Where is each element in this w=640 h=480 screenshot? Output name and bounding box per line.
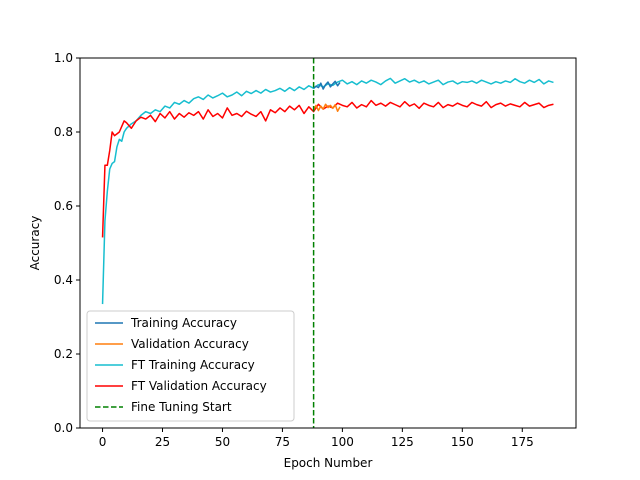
y-tick-label: 1.0 bbox=[54, 51, 73, 65]
legend-label: Training Accuracy bbox=[130, 316, 237, 330]
legend-box bbox=[86, 310, 295, 422]
x-axis-label: Epoch Number bbox=[284, 456, 373, 470]
series-line-validation-accuracy bbox=[312, 103, 341, 113]
series-layer bbox=[101, 58, 554, 428]
y-axis-ticks: 0.0 0.2 0.4 0.6 0.8 1.0 bbox=[54, 51, 80, 435]
legend-label: FT Training Accuracy bbox=[131, 358, 255, 372]
y-tick-label: 0.8 bbox=[54, 125, 73, 139]
series-line-training-accuracy bbox=[313, 80, 341, 90]
y-tick-label: 0.6 bbox=[54, 199, 73, 213]
legend: Training Accuracy Validation Accuracy FT T… bbox=[86, 310, 295, 422]
y-tick-label: 0.2 bbox=[54, 347, 73, 361]
x-tick-label: 25 bbox=[155, 435, 170, 449]
x-tick-label: 75 bbox=[275, 435, 290, 449]
legend-label: Validation Accuracy bbox=[131, 337, 249, 351]
plot-frame bbox=[79, 57, 577, 429]
x-tick-label: 175 bbox=[511, 435, 534, 449]
x-tick-label: 100 bbox=[331, 435, 354, 449]
y-tick-label: 0.4 bbox=[54, 273, 73, 287]
x-tick-label: 150 bbox=[451, 435, 474, 449]
x-tick-label: 125 bbox=[391, 435, 414, 449]
x-axis-ticks: 0 25 50 75 100 125 150 175 bbox=[99, 428, 534, 449]
series-line-ft-validation-accuracy bbox=[101, 99, 554, 238]
x-tick-label: 50 bbox=[215, 435, 230, 449]
legend-label: Fine Tuning Start bbox=[131, 400, 232, 414]
y-axis-label: Accuracy bbox=[28, 216, 42, 271]
y-tick-label: 0.0 bbox=[54, 421, 73, 435]
legend-label: FT Validation Accuracy bbox=[131, 379, 267, 393]
legend-items: Training Accuracy Validation Accuracy FT T… bbox=[95, 316, 267, 414]
x-tick-label: 0 bbox=[99, 435, 107, 449]
